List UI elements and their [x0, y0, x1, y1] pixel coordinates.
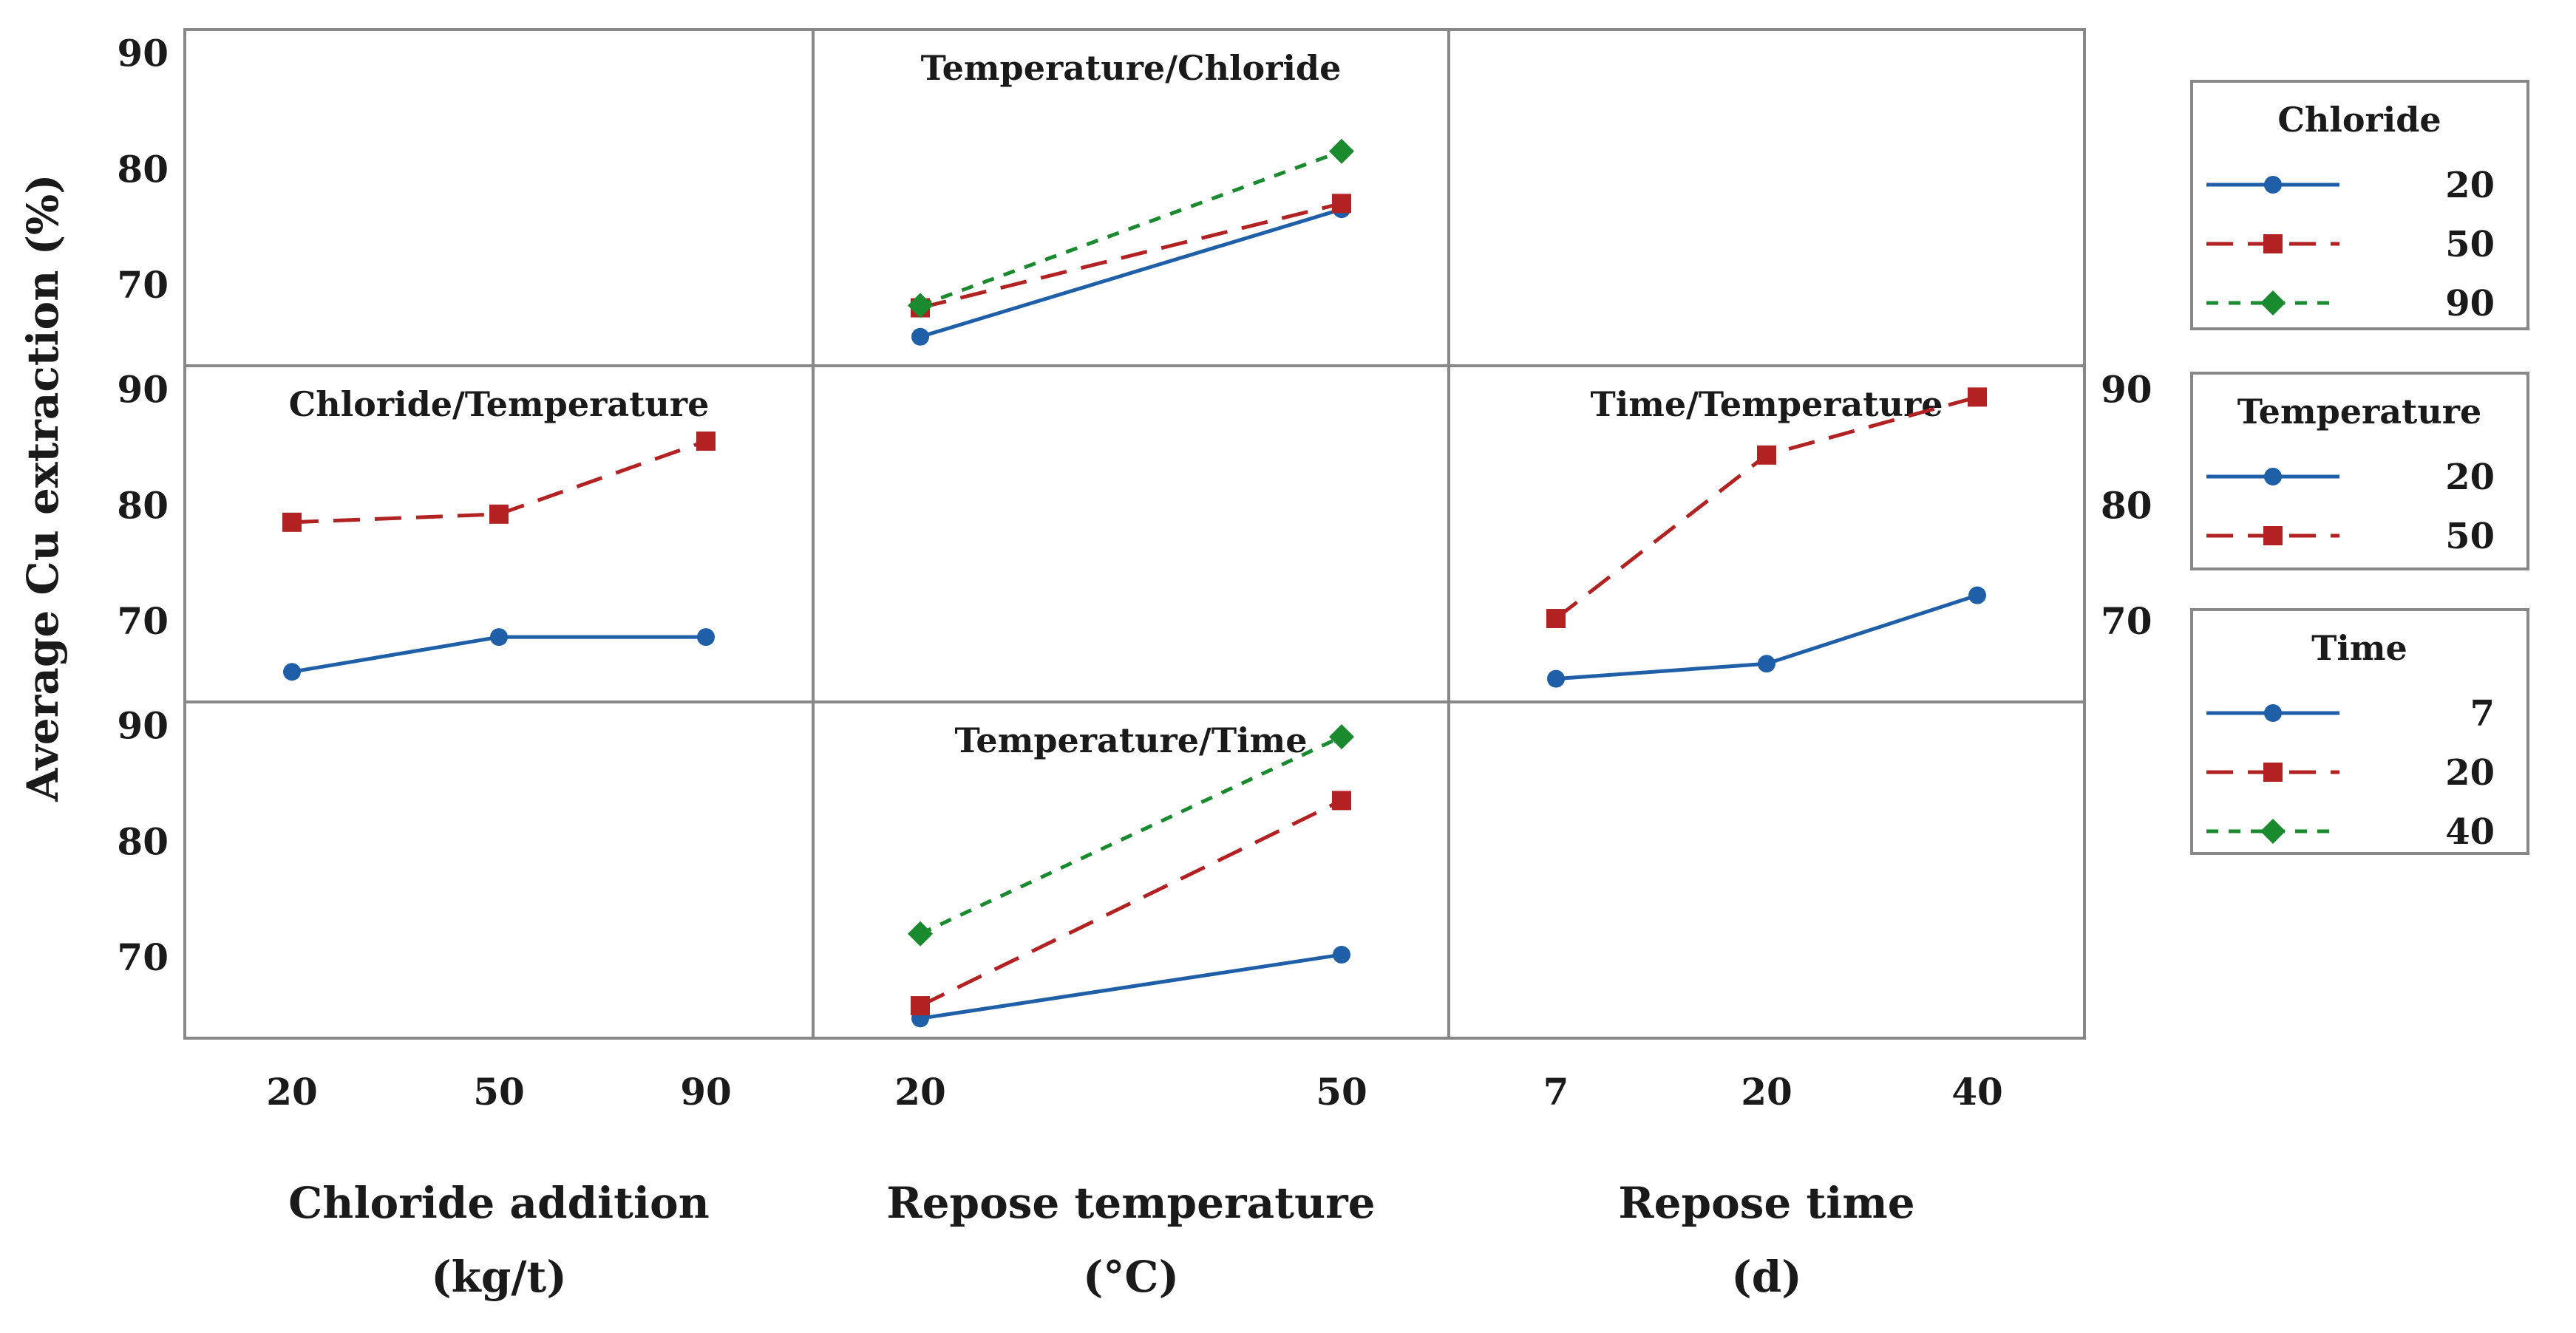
panel-title: Temperature/Chloride	[921, 48, 1342, 88]
square-marker	[911, 996, 930, 1016]
x-axis-label: Repose temperature	[886, 1178, 1375, 1228]
panel-title: Temperature/Time	[954, 720, 1307, 760]
panel-frame	[812, 364, 1450, 703]
circle-marker	[2264, 468, 2282, 485]
series-line	[920, 201, 1342, 310]
x-tick-label: 7	[1543, 1070, 1569, 1114]
x-axis-label-unit: (kg/t)	[431, 1252, 567, 1302]
x-tick-label: 20	[894, 1070, 946, 1114]
legend-box	[2190, 372, 2529, 570]
circle-marker	[1547, 669, 1565, 688]
y-axis-label: Average Cu extraction (%)	[18, 174, 68, 802]
x-axis-label: Repose time	[1618, 1178, 1914, 1228]
panel-frame	[183, 28, 815, 367]
x-tick-label: 20	[1741, 1070, 1792, 1114]
legend-label: 50	[2445, 224, 2495, 265]
diamond-marker	[1329, 724, 1354, 750]
series-line	[919, 734, 1343, 936]
series-line	[920, 952, 1342, 1020]
square-marker	[2263, 234, 2283, 253]
panel-grid	[183, 28, 2086, 1040]
legend-box	[2190, 608, 2529, 855]
y-tick-label: 80	[117, 147, 169, 191]
y-tick-label: 90	[117, 31, 169, 75]
square-marker	[489, 504, 509, 524]
diamond-marker	[2260, 819, 2286, 844]
y-tick-label: 80	[2101, 483, 2152, 527]
y-tick-label: 90	[117, 703, 169, 747]
y-tick-label: 70	[117, 263, 169, 307]
legend-label: 50	[2445, 516, 2495, 557]
series-line	[919, 799, 1343, 1008]
square-marker	[1968, 387, 1987, 407]
legend-label: 40	[2445, 811, 2495, 853]
legend-title: Chloride	[2277, 100, 2441, 140]
legend-box	[2190, 80, 2529, 330]
y-tick-label: 90	[2101, 367, 2152, 411]
x-tick-label: 20	[266, 1070, 318, 1114]
panel-frame	[183, 364, 815, 703]
legend-label: 20	[2445, 457, 2495, 498]
panel-frame	[1447, 28, 2086, 367]
diamond-marker	[908, 921, 933, 947]
legend-label: 20	[2445, 752, 2495, 794]
square-marker	[1757, 445, 1776, 465]
circle-marker	[697, 628, 715, 647]
x-axis-label-unit: (°C)	[1083, 1252, 1179, 1302]
circle-marker	[1968, 586, 1986, 604]
panel-frame	[183, 700, 815, 1040]
panel-frame	[1447, 700, 2086, 1040]
square-marker	[282, 512, 302, 532]
x-tick-label: 90	[680, 1070, 732, 1114]
circle-marker	[2264, 176, 2282, 194]
legend-label: 90	[2445, 283, 2495, 324]
legend-label: 7	[2470, 693, 2495, 734]
y-tick-label: 70	[117, 935, 169, 979]
x-axis-label: Chloride addition	[288, 1178, 710, 1228]
circle-marker	[490, 628, 508, 647]
series-line	[920, 149, 1342, 307]
circle-marker	[283, 663, 301, 681]
square-marker	[2263, 526, 2283, 545]
x-tick-label: 50	[1316, 1070, 1367, 1114]
x-tick-label: 50	[473, 1070, 525, 1114]
circle-marker	[1333, 946, 1350, 964]
plot-marks: Temperature/Chloride Chloride/Temperature…	[282, 48, 1987, 1028]
circle-marker	[2264, 704, 2282, 722]
panel-frame	[812, 700, 1450, 1040]
square-marker	[696, 431, 716, 451]
circle-marker	[1758, 655, 1775, 673]
panel-frame	[1447, 364, 2086, 703]
y-tick-label: 70	[2101, 599, 2152, 643]
y-tick-label: 90	[117, 367, 169, 411]
x-axis-label-unit: (d)	[1731, 1252, 1801, 1302]
axis-ticks: 90 80 70 90 80 70 90 80 70 90 80 70 20 50 90 Chloride a…	[117, 31, 2152, 1302]
legend-title: Temperature	[2237, 392, 2482, 432]
y-tick-label: 70	[117, 599, 169, 643]
panel-title: Chloride/Temperature	[289, 384, 710, 424]
square-marker	[1332, 194, 1351, 214]
legend-label: 20	[2445, 165, 2495, 206]
series-line	[920, 207, 1342, 339]
diamond-marker	[2260, 290, 2286, 316]
panel-title: Time/Temperature	[1590, 384, 1943, 424]
diamond-marker	[1329, 138, 1354, 164]
x-tick-label: 40	[1951, 1070, 2003, 1114]
circle-marker	[911, 327, 929, 346]
diamond-marker	[908, 293, 933, 318]
y-tick-label: 80	[117, 819, 169, 863]
square-marker	[2263, 763, 2283, 782]
square-marker	[1546, 609, 1566, 629]
legend-title: Time	[2311, 628, 2407, 668]
y-tick-label: 80	[117, 483, 169, 527]
square-marker	[1332, 791, 1351, 811]
